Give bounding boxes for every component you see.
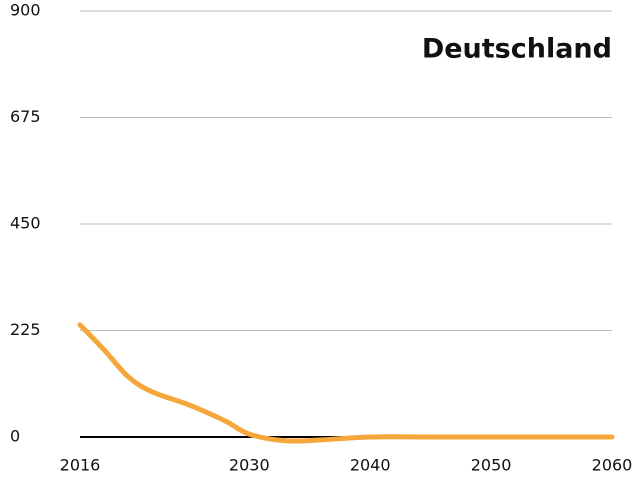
x-tick-label: 2040 — [350, 456, 391, 475]
data-line — [77, 322, 615, 444]
y-tick-label: 900 — [10, 1, 41, 20]
x-tick-label: 2060 — [592, 456, 633, 475]
x-tick-label: 2016 — [60, 456, 101, 475]
y-tick-label: 0 — [10, 427, 20, 446]
x-tick-label: 2050 — [471, 456, 512, 475]
y-tick-label: 675 — [10, 107, 41, 126]
x-tick-label: 2030 — [229, 456, 270, 475]
chart-title: Deutschland — [422, 34, 612, 65]
y-tick-label: 225 — [10, 320, 41, 339]
y-tick-label: 450 — [10, 214, 41, 233]
